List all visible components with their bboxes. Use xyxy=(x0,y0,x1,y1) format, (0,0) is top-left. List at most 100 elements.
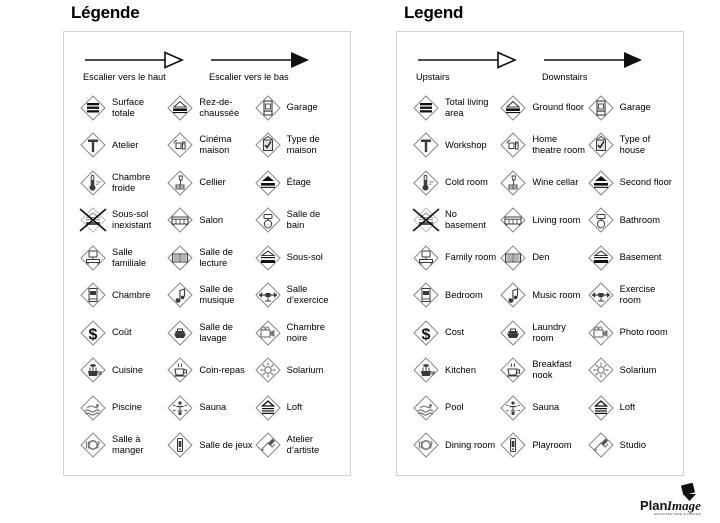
legend-item-label: Pool xyxy=(445,402,464,413)
logo-mark-icon xyxy=(680,483,696,501)
bedroom-icon xyxy=(411,280,441,310)
legend-item-label: Salle de musique xyxy=(199,284,235,306)
legend-item-label: Sous-sol inexistant xyxy=(112,209,152,231)
kitchen-icon xyxy=(411,355,441,385)
arrow-outline-icon xyxy=(416,50,542,70)
legend-item-label: Cinéma maison xyxy=(199,134,232,156)
stairs-label: Upstairs xyxy=(416,72,450,82)
svg-text:2°: 2° xyxy=(429,181,434,187)
no-basement-icon xyxy=(78,205,108,235)
exercise-room-icon xyxy=(253,280,283,310)
legend-item: Studio xyxy=(586,427,673,465)
garage-icon xyxy=(586,93,616,123)
home-theatre-icon xyxy=(498,130,528,160)
legend-item: Wine cellar xyxy=(498,164,585,202)
legend-item-label: Exercise room xyxy=(619,284,656,306)
legend-item: Salon xyxy=(165,202,252,240)
laundry-room-icon xyxy=(165,318,195,348)
ground-floor-icon xyxy=(498,93,528,123)
legend-item: Sauna xyxy=(165,389,252,427)
playroom-icon xyxy=(165,430,195,460)
laundry-room-icon xyxy=(498,318,528,348)
living-room-icon xyxy=(165,205,195,235)
legend-item: Salle d’exercice xyxy=(253,277,340,315)
legend-item-label: Salle d’exercice xyxy=(286,284,329,306)
legend-item: Exercise room xyxy=(586,277,673,315)
stairs-item: Upstairs xyxy=(416,50,542,83)
stairs-label: Escalier vers le bas xyxy=(209,72,289,82)
bedroom-icon xyxy=(78,280,108,310)
legend-item-label: Family room xyxy=(445,252,497,263)
legend-item: Garage xyxy=(586,89,673,127)
legend-item-label: Home theatre room xyxy=(532,134,586,156)
legend-item-label: Salle de bain xyxy=(286,209,321,231)
breakfast-nook-icon xyxy=(498,355,528,385)
legend-item-label: Den xyxy=(532,252,550,263)
legend-item: Den xyxy=(498,239,585,277)
total-living-area-icon xyxy=(411,93,441,123)
stairs-label: Escalier vers le haut xyxy=(83,72,166,82)
legend-item: Salle de jeux xyxy=(165,427,253,465)
legend-item-label: Solarium xyxy=(619,364,657,375)
legend-item: Workshop xyxy=(411,127,498,165)
stairs-row: Upstairs Downstairs xyxy=(416,50,673,83)
legend-item-label: Salle familiale xyxy=(112,246,147,268)
ground-floor-icon xyxy=(165,93,195,123)
legend-item-label: Chambre froide xyxy=(112,171,151,193)
legend-item: Salle de musique xyxy=(165,277,252,315)
svg-text:Image: Image xyxy=(666,498,701,513)
cost-icon: $ xyxy=(78,318,108,348)
legend-item-label: Garage xyxy=(619,102,651,113)
legend-item-label: Bathroom xyxy=(619,214,660,225)
bathroom-icon xyxy=(586,205,616,235)
legend-item: Rez-de-chaussée xyxy=(165,89,252,127)
legend-item-label: Atelier d’artiste xyxy=(286,434,320,456)
legend-item: Ground floor xyxy=(498,89,585,127)
legend-item-label: Loft xyxy=(286,402,303,413)
legend-item: Dining room xyxy=(411,427,498,465)
legend-item-label: Rez-de-chaussée xyxy=(199,96,240,118)
dining-room-icon xyxy=(78,430,108,460)
legend-item: Piscine xyxy=(78,389,165,427)
panel-title: Légende xyxy=(71,3,140,22)
legend-item: Solarium xyxy=(253,352,340,390)
legend-item: Chambre noire xyxy=(253,314,340,352)
svg-text:2°: 2° xyxy=(96,181,101,187)
legend-item-label: Salon xyxy=(199,214,224,225)
arrow-filled-icon xyxy=(542,50,668,70)
type-of-house-icon xyxy=(586,130,616,160)
legend-item: Type of house xyxy=(586,127,673,165)
home-theatre-icon xyxy=(165,130,195,160)
legend-item: Surface totale xyxy=(78,89,165,127)
legend-item: Second floor xyxy=(586,164,673,202)
legend-item: Sauna xyxy=(498,389,585,427)
legend-grid: Surface totale Rez-de-chaussée Garage Ateli… xyxy=(78,89,340,464)
arrow-filled-icon xyxy=(209,50,335,70)
legend-item-label: Breakfast nook xyxy=(532,359,572,381)
legend-item-label: Type de maison xyxy=(286,134,320,156)
legend-item-label: Solarium xyxy=(286,364,324,375)
legend-item-label: Salle de lavage xyxy=(199,321,233,343)
legend-item-label: Chambre xyxy=(112,289,151,300)
workshop-icon xyxy=(78,130,108,160)
legend-item-label: Cost xyxy=(445,327,465,338)
legend-item: Basement xyxy=(586,239,673,277)
legend-item-label: Total living area xyxy=(445,96,489,118)
legend-item: Living room xyxy=(498,202,585,240)
legend-item-label: Wine cellar xyxy=(532,177,579,188)
legend-item-label: Étage xyxy=(286,177,311,188)
legend-box: Escalier vers le haut Escalier vers le ba… xyxy=(63,31,351,476)
legend-item: Salle familiale xyxy=(78,239,165,277)
music-room-icon xyxy=(165,280,195,310)
legend-item: Salle de bain xyxy=(253,202,340,240)
svg-text:$: $ xyxy=(89,326,98,343)
legend-item: Playroom xyxy=(498,427,585,465)
music-room-icon xyxy=(498,280,528,310)
legend-item-label: Coin-repas xyxy=(199,364,245,375)
legend-item-label: Loft xyxy=(619,402,636,413)
living-room-icon xyxy=(498,205,528,235)
legend-item: $ Cost xyxy=(411,314,498,352)
basement-icon xyxy=(253,243,283,273)
legend-item-label: Basement xyxy=(619,252,662,263)
